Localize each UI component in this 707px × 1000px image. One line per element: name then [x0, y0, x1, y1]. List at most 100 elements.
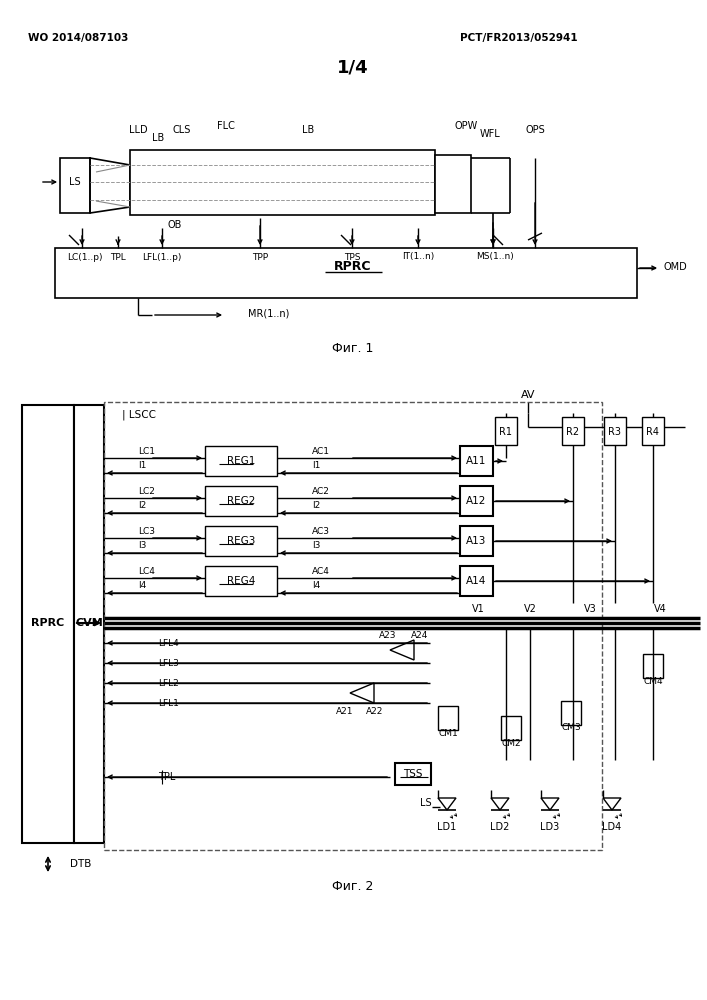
Text: LFL4: LFL4 [158, 639, 179, 648]
Text: CM2: CM2 [501, 738, 521, 748]
Text: OPS: OPS [525, 125, 545, 135]
Text: RPRC: RPRC [31, 618, 64, 628]
Text: AC3: AC3 [312, 528, 330, 536]
Bar [205, 486, 277, 516]
Bar [205, 526, 277, 556]
Text: V1: V1 [472, 604, 484, 614]
Text: PCT/FR2013/052941: PCT/FR2013/052941 [460, 33, 578, 43]
Text: LB: LB [302, 125, 314, 135]
Text: TPL: TPL [110, 252, 126, 261]
Text: LB: LB [152, 133, 164, 143]
Text: V3: V3 [583, 604, 597, 614]
Text: A23: A23 [379, 631, 397, 640]
Bar [205, 566, 277, 596]
Text: WO 2014/087103: WO 2014/087103 [28, 33, 129, 43]
Text: A22: A22 [366, 706, 384, 716]
Text: DTB: DTB [70, 859, 91, 869]
Text: Фиг. 1: Фиг. 1 [332, 342, 374, 355]
Text: LD4: LD4 [602, 822, 621, 832]
Text: A13: A13 [466, 536, 486, 546]
Text: TPS: TPS [344, 252, 361, 261]
Text: I3: I3 [312, 542, 320, 550]
Text: AC2: AC2 [312, 488, 330, 496]
Text: I3: I3 [138, 542, 146, 550]
Text: LC1: LC1 [138, 448, 155, 456]
Text: TPP: TPP [252, 252, 268, 261]
Text: AV: AV [521, 390, 535, 400]
Text: MR(1..n): MR(1..n) [248, 309, 289, 319]
Text: LFL1: LFL1 [158, 698, 179, 708]
Text: I2: I2 [312, 502, 320, 510]
Text: TSS: TSS [403, 769, 423, 779]
Text: A14: A14 [466, 576, 486, 586]
Text: A21: A21 [337, 706, 354, 716]
Text: V2: V2 [524, 604, 537, 614]
Bar [60, 158, 90, 213]
Bar [495, 417, 517, 445]
Text: IT(1..n): IT(1..n) [402, 252, 434, 261]
Bar [642, 417, 664, 445]
Text: CM4: CM4 [643, 676, 662, 686]
Text: LD2: LD2 [491, 822, 510, 832]
Text: CVM: CVM [75, 618, 103, 628]
Text: LC2: LC2 [138, 488, 155, 496]
Text: CM1: CM1 [438, 728, 458, 738]
Text: R3: R3 [609, 427, 621, 437]
Bar [205, 446, 277, 476]
Text: A12: A12 [466, 496, 486, 506]
Text: LFL3: LFL3 [158, 658, 179, 668]
Text: REG3: REG3 [227, 536, 255, 546]
Bar [435, 155, 471, 213]
Text: LC(1..p): LC(1..p) [67, 252, 103, 261]
Text: RPRC: RPRC [334, 260, 372, 273]
Bar [104, 402, 602, 850]
Text: REG1: REG1 [227, 456, 255, 466]
Text: I4: I4 [312, 582, 320, 590]
Bar [460, 526, 493, 556]
Bar [22, 405, 74, 843]
Bar [438, 706, 458, 730]
Text: I1: I1 [312, 462, 320, 471]
Text: LD3: LD3 [540, 822, 560, 832]
Text: LC4: LC4 [138, 568, 155, 576]
Text: OPW: OPW [455, 121, 478, 131]
Text: Фиг. 2: Фиг. 2 [332, 880, 374, 894]
Bar [561, 701, 581, 725]
Text: LC3: LC3 [138, 528, 155, 536]
Bar [460, 446, 493, 476]
Bar [55, 248, 637, 298]
Text: CM3: CM3 [561, 724, 581, 732]
Text: TPL: TPL [158, 772, 175, 782]
Text: WFL: WFL [479, 129, 501, 139]
Text: OMD: OMD [663, 262, 687, 272]
Text: LFL2: LFL2 [158, 678, 179, 688]
Text: FLC: FLC [217, 121, 235, 131]
Text: R2: R2 [566, 427, 580, 437]
Bar [74, 405, 104, 843]
Bar [501, 716, 521, 740]
Text: I4: I4 [138, 582, 146, 590]
Text: MS(1..n): MS(1..n) [476, 252, 514, 261]
Text: V4: V4 [654, 604, 667, 614]
Text: I2: I2 [138, 502, 146, 510]
Bar [562, 417, 584, 445]
Text: LLD: LLD [129, 125, 147, 135]
Bar [130, 150, 435, 215]
Text: OB: OB [168, 220, 182, 230]
Bar [460, 566, 493, 596]
Text: A11: A11 [466, 456, 486, 466]
Text: LS: LS [421, 798, 432, 808]
Text: REG4: REG4 [227, 576, 255, 586]
Bar [604, 417, 626, 445]
Bar [460, 486, 493, 516]
Text: REG2: REG2 [227, 496, 255, 506]
Text: A24: A24 [411, 631, 428, 640]
Text: AC4: AC4 [312, 568, 330, 576]
Text: R4: R4 [646, 427, 660, 437]
Text: | LSCC: | LSCC [122, 410, 156, 420]
Bar [643, 654, 663, 678]
Text: 1/4: 1/4 [337, 59, 369, 77]
Text: LD1: LD1 [438, 822, 457, 832]
Text: AC1: AC1 [312, 448, 330, 456]
Text: LS: LS [69, 177, 81, 187]
